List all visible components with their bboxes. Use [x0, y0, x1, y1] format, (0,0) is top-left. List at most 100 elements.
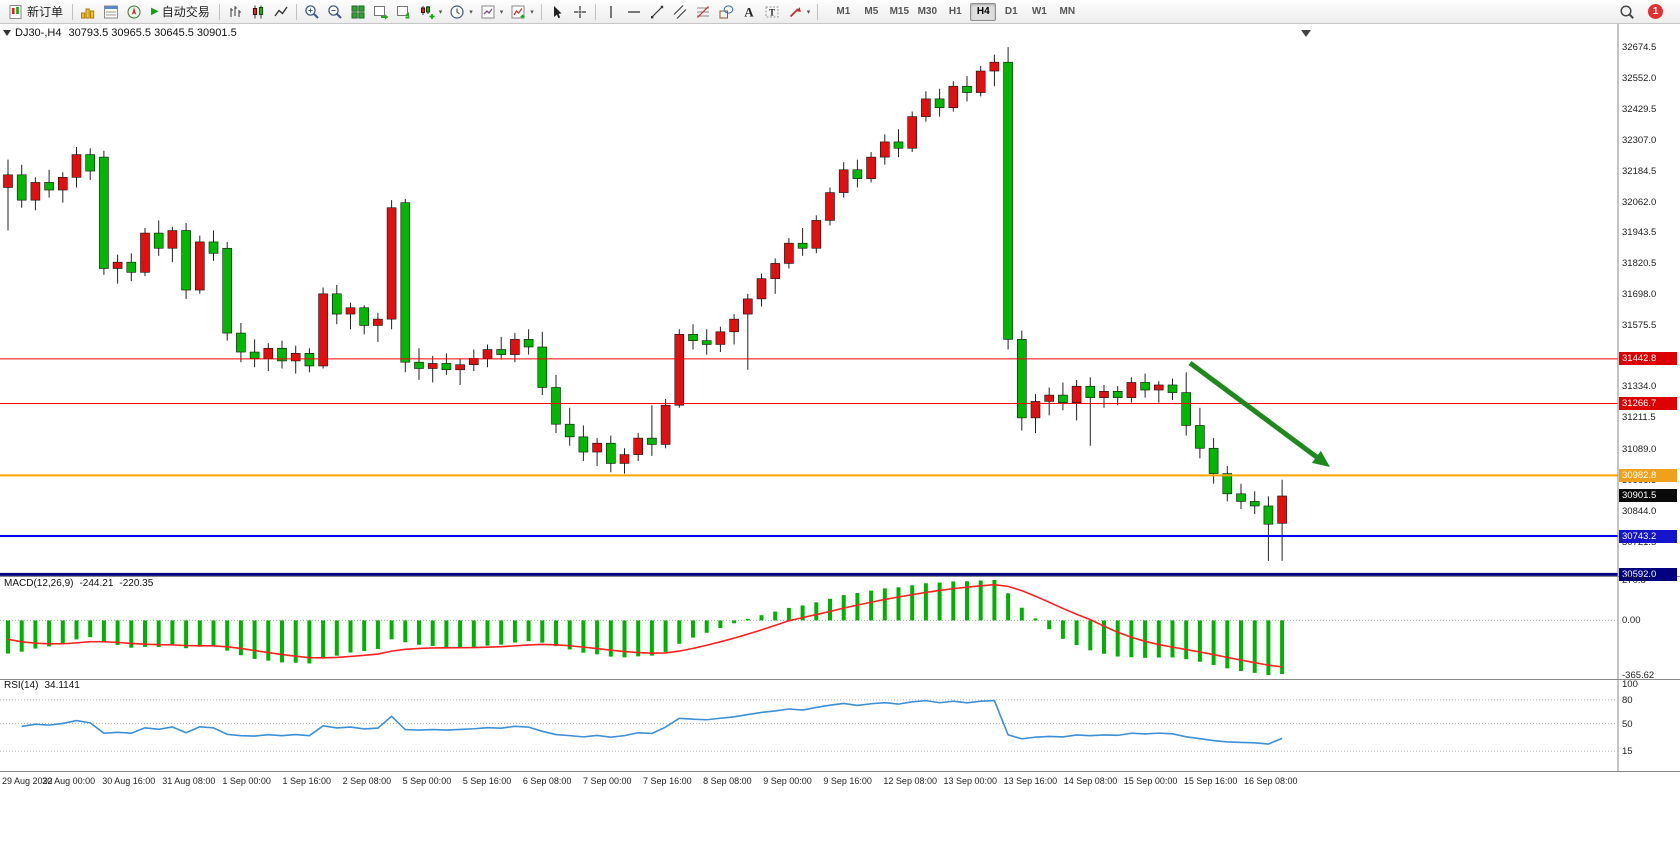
toolbar-separator — [218, 3, 220, 20]
symbol-title: DJ30-,H4 — [15, 27, 62, 39]
arrow-tool-icon — [789, 6, 801, 17]
new-chart-button[interactable]: ▾ — [416, 2, 446, 22]
templates-button[interactable]: ▾ — [477, 2, 507, 22]
timeframe-m15[interactable]: M15 — [886, 3, 912, 21]
ohlc-values: 30793.5 30965.5 30645.5 30901.5 — [68, 27, 237, 39]
rsi-axis-label: 50 — [1622, 718, 1633, 730]
time-axis-label: 8 Sep 08:00 — [703, 776, 752, 786]
navigator-icon — [127, 5, 141, 18]
timeframe-h1[interactable]: H1 — [942, 3, 968, 21]
notification-badge[interactable]: 1 — [1648, 4, 1663, 19]
arrows-tool-button[interactable]: ▾ — [784, 2, 814, 22]
text-tool-icon: A — [744, 4, 754, 19]
time-axis-label: 7 Sep 16:00 — [643, 776, 692, 786]
chart-overlay: DJ30-,H4 30793.5 30965.5 30645.5 30901.5 … — [0, 24, 1680, 849]
time-axis-label: 13 Sep 16:00 — [1003, 776, 1058, 786]
market-watch-button[interactable] — [77, 2, 99, 22]
price-axis-label: 32062.0 — [1622, 197, 1657, 209]
chart-canvas[interactable] — [0, 24, 1680, 849]
search-button[interactable] — [1616, 2, 1638, 22]
macd-main-value: -244.21 — [79, 578, 114, 589]
data-window-button[interactable] — [100, 2, 122, 22]
clock-icon — [450, 4, 464, 19]
chevron-down-icon: ▾ — [469, 8, 473, 16]
time-axis-label: 13 Sep 00:00 — [943, 776, 998, 786]
chevron-down-icon: ▾ — [438, 8, 443, 16]
chart-shift-button[interactable] — [393, 2, 415, 22]
vertical-line-button[interactable] — [600, 2, 622, 22]
text-label-button[interactable]: T — [761, 2, 783, 22]
main-toolbar: 新订单 ▶ 自动交易 — [0, 0, 1680, 24]
time-axis-label: 14 Sep 08:00 — [1063, 776, 1118, 786]
time-axis-label: 15 Sep 16:00 — [1183, 776, 1238, 786]
cursor-button[interactable] — [546, 2, 568, 22]
price-axis-label: 31334.0 — [1622, 381, 1657, 393]
new-chart-icon — [420, 5, 435, 19]
price-line-tag: 31266.7 — [1619, 397, 1677, 411]
horizontal-line-button[interactable] — [623, 2, 645, 22]
timeframe-m1[interactable]: M1 — [830, 3, 856, 21]
shapes-button[interactable] — [715, 2, 737, 22]
line-chart-button[interactable] — [270, 2, 292, 22]
chart-window: DJ30-,H4 30793.5 30965.5 30645.5 30901.5 … — [0, 24, 1680, 849]
rsi-label: RSI(14) 34.1141 — [4, 680, 86, 691]
time-axis-label: 7 Sep 00:00 — [582, 776, 632, 786]
toolbar-separator — [594, 3, 596, 20]
candlestick-chart-button[interactable] — [247, 2, 269, 22]
rsi-axis-label: 15 — [1622, 746, 1633, 758]
crosshair-button[interactable] — [569, 2, 591, 22]
channel-icon — [673, 4, 687, 19]
auto-scroll-button[interactable] — [370, 2, 392, 22]
time-axis-label: 1 Sep 16:00 — [282, 776, 332, 786]
trend-arrow-annotation[interactable] — [1188, 360, 1324, 464]
tile-windows-button[interactable] — [347, 2, 369, 22]
shapes-icon — [719, 4, 734, 18]
timeframe-d1[interactable]: D1 — [998, 3, 1024, 21]
cursor-icon — [553, 5, 562, 18]
time-axis-label: 1 Sep 00:00 — [222, 776, 271, 786]
navigator-button[interactable] — [123, 2, 145, 22]
timeframe-m5[interactable]: M5 — [858, 3, 884, 21]
chart-shift-icon — [396, 5, 410, 18]
macd-axis-label: 270.8 — [1622, 575, 1646, 586]
timeframe-h4[interactable]: H4 — [970, 2, 997, 21]
periods-button[interactable]: ▾ — [446, 2, 476, 22]
fibonacci-button[interactable] — [692, 2, 714, 22]
line-chart-icon — [274, 6, 288, 16]
svg-text:A: A — [744, 4, 754, 19]
vertical-line-icon — [610, 5, 612, 18]
macd-signal-line — [7, 583, 1283, 668]
chart-shift-marker[interactable] — [1301, 30, 1311, 37]
text-tool-button[interactable]: A — [738, 2, 760, 22]
time-axis-label: 5 Sep 00:00 — [402, 776, 452, 786]
macd-title: MACD(12,26,9) — [4, 578, 74, 589]
time-axis-label: 30 Aug 00:00 — [42, 776, 96, 786]
rsi-axis-label: 80 — [1622, 694, 1633, 706]
chevron-down-icon: ▾ — [530, 8, 534, 16]
bar-chart-icon — [230, 5, 241, 17]
toolbar-separator — [295, 3, 297, 20]
svg-text:T: T — [769, 7, 775, 17]
time-axis-label: 29 Aug 2022 — [2, 776, 53, 786]
timeframe-mn[interactable]: MN — [1054, 3, 1080, 21]
rsi-title: RSI(14) — [4, 680, 39, 691]
price-axis-label: 32552.0 — [1622, 73, 1657, 85]
timeframe-group: M1 M5 M15 M30 H1 H4 D1 W1 MN — [830, 2, 1080, 21]
timeframe-w1[interactable]: W1 — [1026, 3, 1052, 21]
auto-trading-button[interactable]: ▶ 自动交易 — [146, 2, 215, 22]
time-axis-label: 9 Sep 16:00 — [823, 776, 872, 786]
indicators-button[interactable]: ▾ — [507, 2, 537, 22]
price-line-tag: 30743.2 — [1619, 529, 1677, 543]
macd-signal-value: -220.35 — [119, 578, 154, 589]
macd-axis-label: -365.62 — [1622, 670, 1655, 681]
new-order-button[interactable]: 新订单 — [3, 2, 68, 22]
bar-chart-button[interactable] — [224, 2, 246, 22]
channel-button[interactable] — [669, 2, 691, 22]
price-axis-label: 32429.5 — [1622, 104, 1657, 116]
objects-collapse-icon[interactable] — [3, 30, 11, 36]
trendline-button[interactable] — [646, 2, 668, 22]
timeframe-m30[interactable]: M30 — [914, 3, 940, 21]
zoom-in-button[interactable] — [301, 2, 323, 22]
fibonacci-icon — [696, 5, 709, 18]
zoom-out-button[interactable] — [324, 2, 346, 22]
